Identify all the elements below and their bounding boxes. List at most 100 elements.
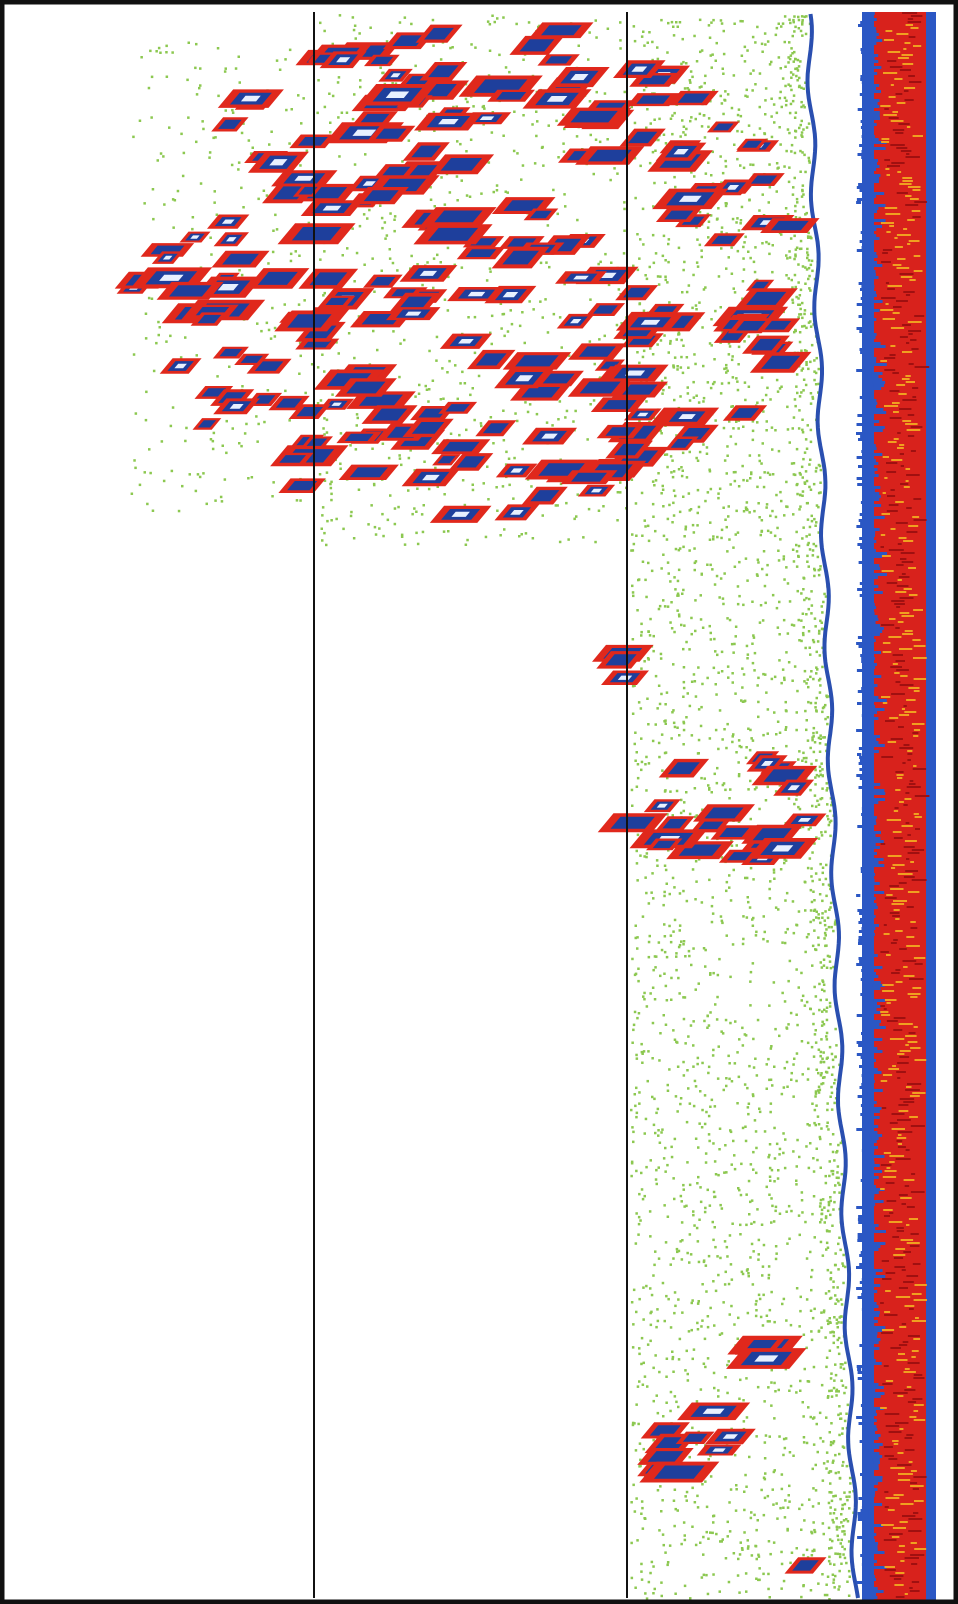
noise-dot <box>769 1179 772 1182</box>
band-streak <box>910 426 923 428</box>
band-noise <box>871 225 882 228</box>
band-noise <box>872 159 878 162</box>
noise-dot <box>760 519 764 522</box>
noise-dot <box>803 680 806 683</box>
noise-dot <box>415 510 418 513</box>
noise-dot <box>724 159 727 163</box>
noise-dot <box>185 426 188 430</box>
noise-dot <box>325 471 329 474</box>
noise-dot <box>812 918 815 922</box>
noise-dot <box>797 1214 801 1217</box>
noise-dot <box>647 723 650 726</box>
noise-dot <box>670 20 674 24</box>
noise-dot <box>796 492 799 496</box>
band-streak <box>881 1260 889 1262</box>
noise-dot <box>663 972 666 975</box>
noise-dot <box>825 1229 829 1232</box>
noise-dot <box>648 265 651 269</box>
noise-dot <box>837 1588 840 1591</box>
noise-dot <box>763 471 766 474</box>
noise-dot <box>520 533 523 536</box>
noise-dot <box>323 291 326 295</box>
noise-dot <box>834 1027 837 1031</box>
noise-dot <box>690 1328 693 1332</box>
band-streak <box>912 189 921 191</box>
band-noise <box>864 1068 878 1071</box>
band-noise <box>872 1089 883 1092</box>
noise-dot <box>721 331 724 334</box>
noise-dot <box>822 736 825 739</box>
noise-dot <box>705 452 709 455</box>
noise-dot <box>657 1129 660 1132</box>
noise-dot <box>828 908 831 911</box>
noise-dot <box>132 353 136 356</box>
noise-dot <box>693 680 697 683</box>
noise-dot <box>810 1288 813 1292</box>
noise-dot <box>257 422 260 426</box>
noise-dot <box>209 236 212 239</box>
noise-dot <box>321 506 325 509</box>
noise-dot <box>764 1472 767 1475</box>
noise-dot <box>542 164 545 167</box>
noise-dot <box>490 314 494 318</box>
noise-dot <box>805 268 809 271</box>
noise-dot <box>756 574 759 577</box>
noise-dot <box>803 669 807 673</box>
noise-dot <box>636 936 639 939</box>
noise-dot <box>805 15 808 18</box>
noise-dot <box>743 1490 746 1493</box>
noise-dot <box>794 129 797 133</box>
noise-dot <box>757 502 760 505</box>
noise-dot <box>664 142 668 145</box>
noise-dot <box>665 1401 668 1404</box>
band-streak <box>896 384 906 386</box>
noise-dot <box>704 1480 707 1483</box>
band-streak <box>914 963 923 965</box>
noise-dot <box>667 238 671 241</box>
band-streak <box>890 528 896 530</box>
band-noise <box>865 444 876 447</box>
noise-dot <box>834 1574 837 1578</box>
noise-dot <box>461 479 465 482</box>
noise-dot <box>804 646 807 650</box>
noise-dot <box>410 22 413 26</box>
band-noise <box>867 1203 876 1206</box>
noise-dot <box>838 1569 841 1573</box>
noise-dot <box>496 17 499 20</box>
band-streak <box>912 1263 921 1265</box>
band-noise <box>872 429 883 432</box>
noise-dot <box>358 32 361 35</box>
noise-dot <box>524 532 528 535</box>
band-noise <box>871 486 881 489</box>
band-streak <box>898 576 910 578</box>
band-streak <box>891 693 905 695</box>
noise-dot <box>828 1349 832 1352</box>
noise-dot <box>640 630 643 634</box>
band-streak <box>905 822 910 824</box>
band-noise <box>861 1074 868 1077</box>
noise-dot <box>814 1463 817 1467</box>
noise-dot <box>201 120 204 123</box>
noise-dot <box>740 205 744 209</box>
noise-dot <box>812 677 815 681</box>
noise-dot <box>747 788 750 791</box>
band-streak <box>892 402 900 404</box>
noise-dot <box>645 755 648 759</box>
band-streak <box>911 1173 916 1175</box>
noise-dot <box>773 1381 776 1385</box>
band-noise <box>873 117 880 120</box>
noise-dot <box>733 1062 737 1065</box>
noise-dot <box>707 1254 711 1258</box>
noise-dot <box>656 864 659 867</box>
noise-dot <box>687 492 691 495</box>
noise-dot <box>673 1137 677 1141</box>
noise-dot <box>821 979 824 982</box>
noise-dot <box>798 313 801 316</box>
noise-dot <box>835 1322 839 1325</box>
band-streak <box>903 48 907 50</box>
noise-dot <box>593 362 596 366</box>
noise-dot <box>740 699 743 702</box>
noise-dot <box>640 1512 643 1515</box>
noise-dot <box>770 135 774 139</box>
noise-dot <box>644 763 647 766</box>
